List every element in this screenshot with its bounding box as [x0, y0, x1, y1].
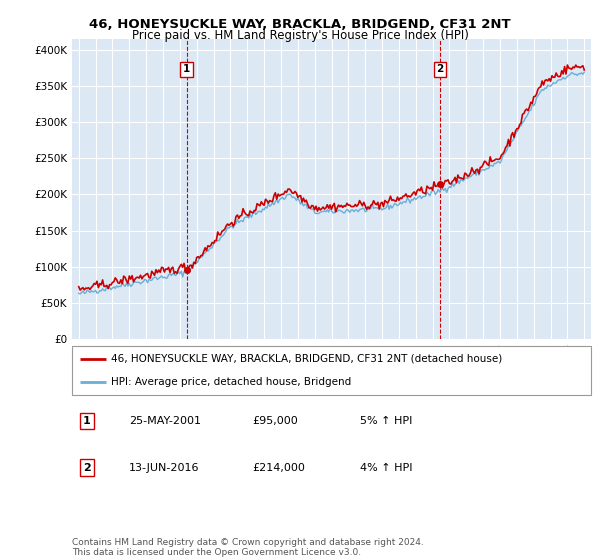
Text: 46, HONEYSUCKLE WAY, BRACKLA, BRIDGEND, CF31 2NT: 46, HONEYSUCKLE WAY, BRACKLA, BRIDGEND, … — [89, 18, 511, 31]
Text: HPI: Average price, detached house, Bridgend: HPI: Average price, detached house, Brid… — [111, 377, 351, 388]
Text: 1: 1 — [183, 64, 190, 74]
Text: 46, HONEYSUCKLE WAY, BRACKLA, BRIDGEND, CF31 2NT (detached house): 46, HONEYSUCKLE WAY, BRACKLA, BRIDGEND, … — [111, 354, 502, 364]
FancyBboxPatch shape — [72, 346, 591, 395]
Text: 2: 2 — [437, 64, 444, 74]
Text: £214,000: £214,000 — [252, 463, 305, 473]
Text: Price paid vs. HM Land Registry's House Price Index (HPI): Price paid vs. HM Land Registry's House … — [131, 29, 469, 42]
Text: 1: 1 — [83, 416, 91, 426]
Text: £95,000: £95,000 — [252, 416, 298, 426]
Text: 4% ↑ HPI: 4% ↑ HPI — [360, 463, 413, 473]
Text: Contains HM Land Registry data © Crown copyright and database right 2024.
This d: Contains HM Land Registry data © Crown c… — [72, 538, 424, 557]
Text: 5% ↑ HPI: 5% ↑ HPI — [360, 416, 412, 426]
Text: 13-JUN-2016: 13-JUN-2016 — [129, 463, 199, 473]
Text: 25-MAY-2001: 25-MAY-2001 — [129, 416, 201, 426]
Text: 2: 2 — [83, 463, 91, 473]
